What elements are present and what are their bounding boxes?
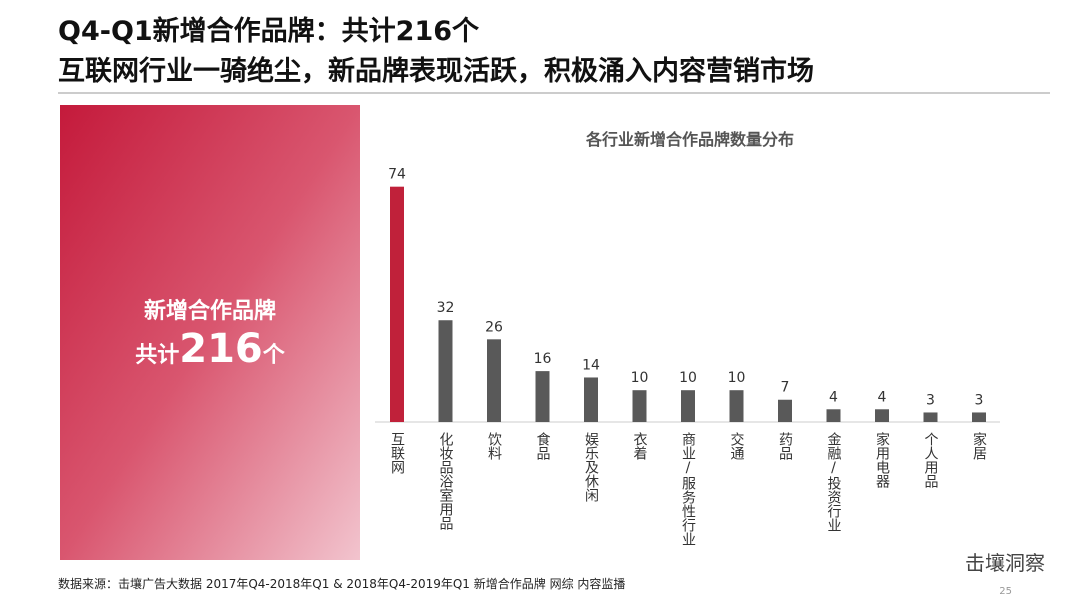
slide-subtitle: 互联网行业一骑绝尘，新品牌表现活跃，积极涌入内容营销市场 [58, 55, 814, 87]
panel-prefix: 共计 [135, 343, 179, 368]
value-label: 14 [582, 357, 600, 373]
bar [584, 377, 598, 422]
category-label: 化妆品浴室用品 [438, 432, 454, 530]
bar [390, 186, 404, 422]
value-label: 10 [728, 370, 746, 386]
bar [438, 320, 453, 422]
category-label: 个人用品 [923, 432, 939, 488]
panel-text: 新增合作品牌 [144, 298, 276, 324]
panel-suffix: 个 [263, 343, 286, 368]
source-note: 数据来源：击壤广告大数据 2017年Q4-2018年Q1 & 2018年Q4-2… [58, 576, 625, 591]
value-label: 3 [926, 392, 935, 408]
bar [729, 390, 744, 422]
category-label: 家用电器 [874, 431, 890, 488]
panel-number: 216 [179, 326, 263, 372]
value-label: 32 [437, 300, 455, 316]
bar [875, 409, 889, 422]
category-label: 饮料 [486, 432, 502, 460]
value-label: 26 [485, 319, 503, 335]
category-label: 互联网 [389, 432, 405, 475]
bar [826, 409, 841, 422]
bar [778, 399, 792, 422]
value-label: 74 [388, 167, 406, 183]
value-label: 16 [534, 351, 552, 367]
panel-total: 共计216个 [135, 326, 286, 372]
category-label: 家居 [971, 431, 987, 460]
value-label: 10 [679, 370, 697, 386]
slide-title: Q4-Q1新增合作品牌：共计216个 [58, 15, 480, 47]
value-label: 10 [631, 370, 649, 386]
summary-panel [60, 105, 360, 560]
category-label: 金融/投资行业 [826, 432, 842, 532]
bar [972, 412, 986, 422]
bar [923, 412, 938, 422]
value-label: 4 [878, 389, 887, 405]
brand: 击壤洞察 [965, 551, 1045, 575]
bar [681, 390, 695, 422]
plot: 74互联网32化妆品浴室用品26饮料16食品14娱乐及休闲10衣着10商业/服务… [388, 167, 987, 547]
category-label: 娱乐及休闲 [583, 432, 599, 503]
page-number: 25 [999, 586, 1012, 597]
category-label: 商业/服务性行业 [680, 432, 696, 546]
category-label: 衣着 [632, 432, 648, 460]
bar [535, 371, 550, 422]
value-label: 7 [781, 380, 790, 396]
chart-title: 各行业新增合作品牌数量分布 [585, 130, 794, 149]
value-label: 4 [829, 389, 838, 405]
category-label: 药品 [777, 432, 793, 460]
bar [632, 390, 647, 422]
bar [487, 339, 501, 422]
category-label: 食品 [535, 431, 551, 460]
value-label: 3 [975, 392, 984, 408]
category-label: 交通 [729, 431, 745, 461]
